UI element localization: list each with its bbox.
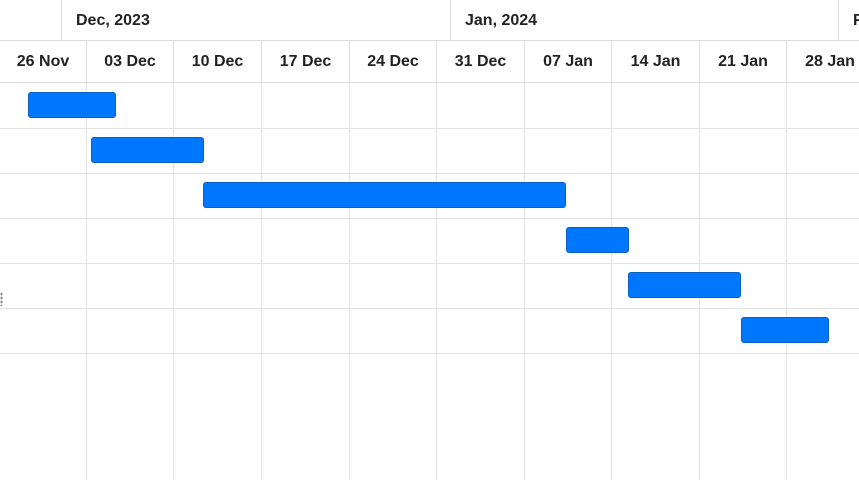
week-header-cell: 03 Dec: [87, 41, 174, 83]
grid-row-line: [0, 173, 859, 174]
grid-column-line: [349, 83, 350, 480]
week-header-cell: 26 Nov: [0, 41, 87, 83]
week-header-cell: 21 Jan: [700, 41, 787, 83]
week-header-cell: 14 Jan: [612, 41, 700, 83]
grid-row-line: [0, 263, 859, 264]
week-header-cell: 31 Dec: [437, 41, 525, 83]
grid-column-line: [524, 83, 525, 480]
month-header-cell: Dec, 2023: [61, 0, 450, 41]
grid-column-line: [786, 83, 787, 480]
timeline-grid: [0, 83, 859, 480]
grid-row-line: [0, 353, 859, 354]
task-bar[interactable]: [203, 182, 566, 208]
task-bar[interactable]: [566, 227, 629, 253]
splitter-handle-icon[interactable]: [0, 292, 3, 306]
month-header-row: Dec, 2023 Jan, 2024 F: [0, 0, 859, 41]
grid-column-line: [261, 83, 262, 480]
week-header-row: 26 Nov 03 Dec 10 Dec 17 Dec 24 Dec 31 De…: [0, 41, 859, 83]
week-header-cell: 17 Dec: [262, 41, 350, 83]
grid-column-line: [436, 83, 437, 480]
week-header-cell: 28 Jan: [787, 41, 859, 83]
month-header-cell: Jan, 2024: [450, 0, 838, 41]
task-bar[interactable]: [91, 137, 204, 163]
grid-row-line: [0, 218, 859, 219]
task-bar[interactable]: [741, 317, 829, 343]
grid-row-line: [0, 308, 859, 309]
grid-column-line: [611, 83, 612, 480]
task-bar[interactable]: [628, 272, 741, 298]
week-header-cell: 24 Dec: [350, 41, 437, 83]
task-bar[interactable]: [28, 92, 116, 118]
month-header-cell: F: [838, 0, 859, 41]
week-header-cell: 07 Jan: [525, 41, 612, 83]
grid-column-line: [86, 83, 87, 480]
grid-row-line: [0, 128, 859, 129]
week-header-cell: 10 Dec: [174, 41, 262, 83]
grid-column-line: [173, 83, 174, 480]
